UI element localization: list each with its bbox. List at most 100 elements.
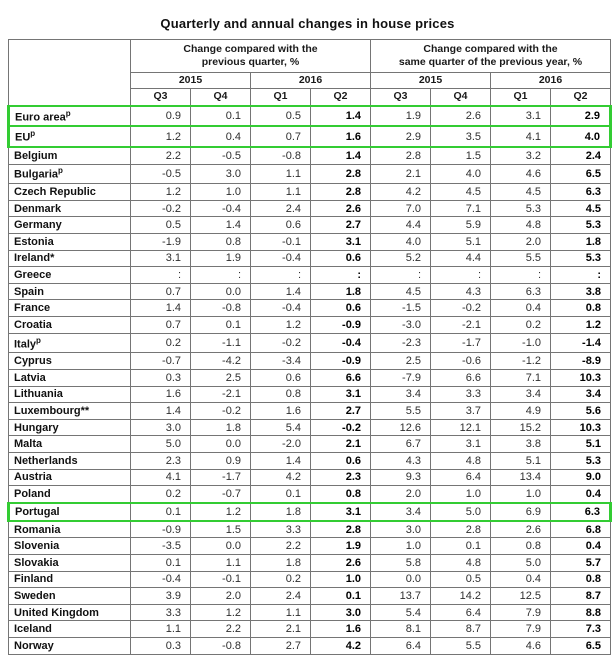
- value-cell: -0.5: [190, 146, 251, 165]
- value-cell: 0.3: [130, 637, 191, 655]
- quarter-header: Q2: [550, 88, 611, 106]
- value-cell: 1.0: [310, 570, 371, 589]
- value-cell: 3.1: [310, 501, 371, 522]
- value-cell: -2.3: [370, 332, 431, 354]
- value-cell: 2.0: [370, 485, 431, 504]
- value-cell: 4.8: [490, 216, 551, 234]
- value-cell: -1.1: [190, 332, 251, 354]
- value-cell: 0.0: [190, 282, 251, 301]
- value-cell: 3.3: [250, 520, 311, 539]
- value-cell: 15.2: [490, 418, 551, 437]
- value-cell: 0.1: [310, 587, 371, 605]
- value-cell: 3.1: [310, 385, 371, 404]
- value-cell: 1.4: [250, 452, 311, 470]
- value-cell: 0.1: [430, 537, 491, 555]
- value-cell: 1.2: [190, 501, 251, 522]
- value-cell: 2.6: [310, 199, 371, 218]
- row-label-text: United Kingdom: [14, 606, 99, 619]
- value-cell: 3.0: [370, 520, 431, 539]
- value-cell: 1.8: [250, 501, 311, 522]
- value-cell: 4.8: [430, 452, 491, 470]
- row-label: Netherlands: [8, 452, 131, 470]
- value-cell: -0.7: [130, 352, 191, 370]
- table-row: Germany 0.5 1.4 0.6 2.7 4.4 5.9 4.8 5.3: [8, 216, 611, 234]
- table-row: Norway 0.3 -0.8 2.7 4.2 6.4 5.5 4.6 6.5: [8, 637, 611, 655]
- table-row: Slovenia -3.5 0.0 2.2 1.9 1.0 0.1 0.8 0.4: [8, 537, 611, 555]
- value-cell: 1.5: [430, 146, 491, 165]
- value-cell: 4.5: [370, 282, 431, 301]
- table-row: Romania -0.9 1.5 3.3 2.8 3.0 2.8 2.6 6.8: [8, 520, 611, 539]
- value-cell: 5.3: [550, 216, 611, 234]
- row-label-text: Austria: [14, 471, 52, 484]
- value-cell: 4.2: [370, 183, 431, 201]
- value-cell: 3.0: [130, 418, 191, 437]
- value-cell: :: [130, 266, 191, 284]
- value-cell: 6.5: [550, 163, 611, 185]
- value-cell: -0.9: [310, 316, 371, 334]
- value-cell: 1.9: [310, 537, 371, 555]
- value-cell: :: [250, 266, 311, 284]
- value-cell: 0.1: [130, 501, 191, 522]
- value-cell: 13.7: [370, 587, 431, 605]
- row-label-text: Spain: [14, 285, 44, 298]
- value-cell: 6.8: [550, 520, 611, 539]
- value-cell: 3.5: [430, 125, 491, 148]
- value-cell: 1.4: [310, 146, 371, 165]
- value-cell: -2.1: [430, 316, 491, 334]
- value-cell: -0.2: [430, 299, 491, 318]
- row-label: Denmark: [8, 199, 131, 218]
- table-row: Poland 0.2 -0.7 0.1 0.8 2.0 1.0 1.0 0.4: [8, 485, 611, 504]
- value-cell: 3.3: [130, 603, 191, 622]
- value-cell: 4.5: [550, 199, 611, 218]
- value-cell: 1.4: [250, 282, 311, 301]
- row-label-text: Belgium: [14, 149, 58, 162]
- value-cell: 0.6: [250, 368, 311, 387]
- row-label-text: Sweden: [14, 590, 56, 603]
- table-row: Greece::::::::: [8, 266, 611, 284]
- table-row: Sweden 3.9 2.0 2.4 0.1 13.7 14.2 12.5 8.7: [8, 587, 611, 605]
- value-cell: -4.2: [190, 352, 251, 370]
- value-cell: 10.3: [550, 368, 611, 387]
- value-cell: 2.2: [250, 537, 311, 555]
- value-cell: 3.1: [130, 249, 191, 268]
- value-cell: 1.1: [190, 553, 251, 572]
- table-row: Austria 4.1 -1.7 4.2 2.3 9.3 6.4 13.4 9.0: [8, 468, 611, 487]
- value-cell: 5.9: [430, 216, 491, 234]
- value-cell: 2.4: [250, 199, 311, 218]
- value-cell: -0.5: [130, 163, 191, 185]
- value-cell: 2.0: [190, 587, 251, 605]
- value-cell: 5.3: [550, 249, 611, 268]
- value-cell: 2.0: [490, 232, 551, 251]
- row-label-text: Iceland: [14, 623, 52, 636]
- row-label: Portugal: [7, 501, 131, 522]
- value-cell: 5.5: [430, 637, 491, 655]
- value-cell: 3.4: [370, 385, 431, 404]
- value-cell: 0.4: [550, 485, 611, 504]
- row-label: Lithuania: [8, 385, 131, 404]
- value-cell: 4.3: [370, 452, 431, 470]
- house-prices-table: Change compared with the previous quarte…: [7, 39, 612, 655]
- value-cell: 0.7: [130, 282, 191, 301]
- row-label: Euro areap: [7, 104, 131, 128]
- value-cell: 3.1: [430, 435, 491, 454]
- value-cell: 3.1: [310, 232, 371, 251]
- row-label-text: Hungary: [14, 421, 59, 434]
- row-label: Romania: [8, 520, 131, 539]
- value-cell: 6.7: [370, 435, 431, 454]
- quarter-header: Q2: [310, 88, 371, 106]
- value-cell: 13.4: [490, 468, 551, 487]
- value-cell: -1.7: [430, 332, 491, 354]
- row-label: France: [8, 299, 131, 318]
- value-cell: 1.8: [550, 232, 611, 251]
- value-cell: 3.8: [550, 282, 611, 301]
- value-cell: -7.9: [370, 368, 431, 387]
- quarter-header: Q1: [250, 88, 311, 106]
- value-cell: 0.5: [130, 216, 191, 234]
- value-cell: 0.0: [370, 570, 431, 589]
- value-cell: -0.2: [130, 199, 191, 218]
- value-cell: 8.1: [370, 620, 431, 639]
- value-cell: 3.0: [310, 603, 371, 622]
- value-cell: 1.1: [130, 620, 191, 639]
- value-cell: 5.5: [370, 402, 431, 420]
